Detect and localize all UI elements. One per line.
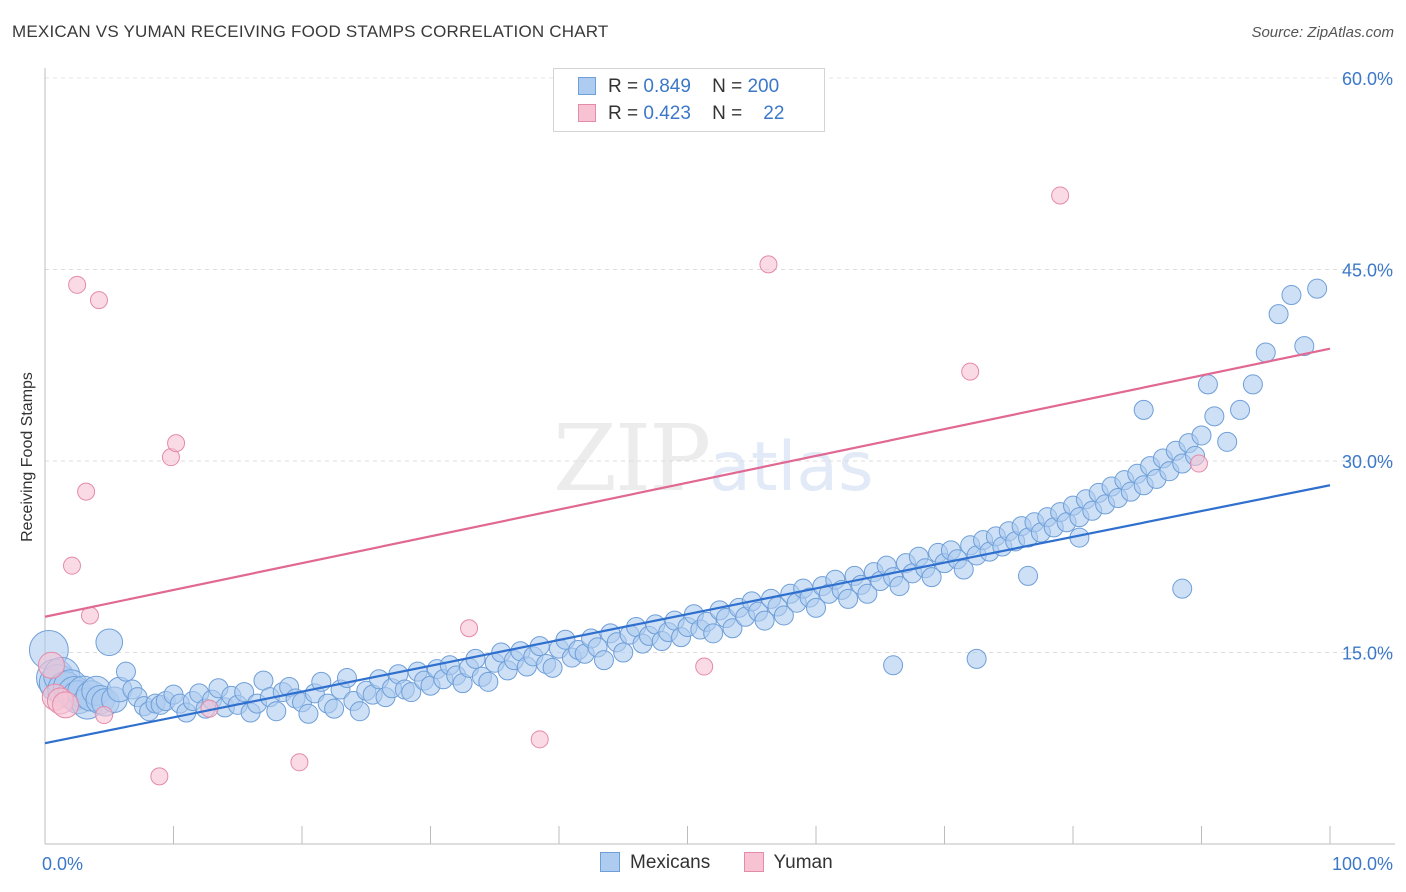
y-tick-label: 15.0% (1342, 644, 1393, 664)
watermark-suffix: atlas (709, 428, 874, 507)
yuman-point (89, 291, 108, 310)
y-tick-label: 60.0% (1342, 69, 1393, 89)
yuman-point (759, 255, 778, 274)
mexicans-point (889, 576, 910, 597)
n-value: 22 (763, 103, 785, 124)
x-tick-label: 0.0% (42, 854, 83, 874)
yuman-point (68, 275, 87, 294)
yuman-point (150, 767, 169, 786)
mexicans-point (773, 605, 794, 626)
mexicans-point (298, 703, 319, 724)
n-value: 200 (747, 76, 780, 97)
mexicans-point (234, 682, 255, 703)
yuman-point (961, 362, 980, 381)
n-label: N = (712, 103, 743, 124)
yuman-point (1189, 454, 1208, 473)
yuman-point (37, 651, 65, 679)
mexicans-point (883, 655, 904, 676)
mexicans-point (115, 661, 136, 682)
yuman-point (77, 482, 96, 501)
mexicans-point (1281, 285, 1302, 306)
mexicans-point (966, 648, 987, 669)
mexicans-point (542, 657, 563, 678)
mexicans-point (613, 642, 634, 663)
mexicans-legend-swatch (600, 852, 620, 872)
yuman-point (52, 691, 80, 719)
trend-lines (44, 347, 1331, 745)
stats-row-yuman: R = 0.423 N = 22 (578, 100, 784, 128)
yuman-swatch (578, 104, 596, 122)
yuman-trend-line (44, 347, 1331, 618)
legend-label: Yuman (773, 852, 833, 873)
mexicans-point (1217, 431, 1238, 452)
mexicans-point (806, 597, 826, 618)
yuman-point (695, 657, 714, 676)
yuman-point (460, 619, 479, 638)
legend-item-mexicans[interactable]: Mexicans (600, 852, 710, 874)
n-label: N = (712, 76, 743, 97)
yuman-point (530, 730, 549, 749)
mexicans-point (1230, 399, 1251, 420)
mexicans-point (722, 618, 743, 639)
grid-lines (45, 77, 1395, 653)
yuman-point (95, 706, 114, 725)
yuman-point (1051, 186, 1070, 205)
mexicans-points (28, 278, 1328, 724)
mexicans-point (1255, 342, 1276, 363)
mexicans-point (703, 623, 724, 644)
mexicans-point (754, 610, 775, 631)
mexicans-point (1307, 278, 1328, 299)
mexicans-point (857, 583, 878, 604)
mexicans-trend-line (44, 484, 1331, 745)
mexicans-point (95, 628, 124, 657)
r-value: 0.423 (643, 103, 691, 124)
y-tick-label: 30.0% (1342, 452, 1393, 472)
chart-title: MEXICAN VS YUMAN RECEIVING FOOD STAMPS C… (12, 22, 609, 41)
yuman-point (62, 556, 81, 575)
yuman-point (290, 753, 309, 772)
y-tick-label: 45.0% (1342, 261, 1393, 281)
x-tick-label: 100.0% (1332, 854, 1393, 874)
mexicans-point (349, 701, 370, 722)
mexicans-point (1204, 406, 1225, 427)
r-label: R = (608, 76, 639, 97)
mexicans-point (593, 650, 614, 671)
stats-row-mexicans: R = 0.849 N = 200 (578, 73, 779, 101)
mexicans-point (1018, 565, 1039, 586)
mexicans-point (1191, 425, 1212, 446)
mexicans-point (1242, 374, 1263, 395)
mexicans-point (1172, 578, 1193, 599)
mexicans-point (266, 701, 287, 722)
mexicans-point (838, 588, 859, 609)
mexicans-point (478, 671, 499, 692)
source-label: Source: ZipAtlas.com (1251, 24, 1394, 41)
legend-item-yuman[interactable]: Yuman (743, 852, 833, 874)
mexicans-point (1294, 336, 1315, 357)
mexicans-point (401, 682, 422, 703)
yuman-points (37, 186, 1208, 786)
r-label: R = (608, 103, 639, 124)
mexicans-point (921, 567, 942, 588)
mexicans-swatch (578, 77, 596, 95)
mexicans-point (953, 559, 974, 580)
mexicans-point (1197, 374, 1218, 395)
tick-labels: 15.0% 30.0% 45.0% 60.0% 0.0% 100.0% (42, 69, 1393, 874)
r-value: 0.849 (643, 76, 691, 97)
yuman-legend-swatch (743, 852, 764, 872)
stats-legend: R = 0.849 N = 200 R = 0.423 N = 22 (553, 68, 825, 132)
mexicans-point (1133, 399, 1154, 420)
axes (44, 68, 1395, 845)
series-legend: Mexicans Yuman (600, 852, 861, 874)
mexicans-point (324, 698, 345, 719)
mexicans-point (1268, 304, 1289, 325)
yuman-point (167, 434, 186, 453)
legend-label: Mexicans (630, 852, 711, 873)
